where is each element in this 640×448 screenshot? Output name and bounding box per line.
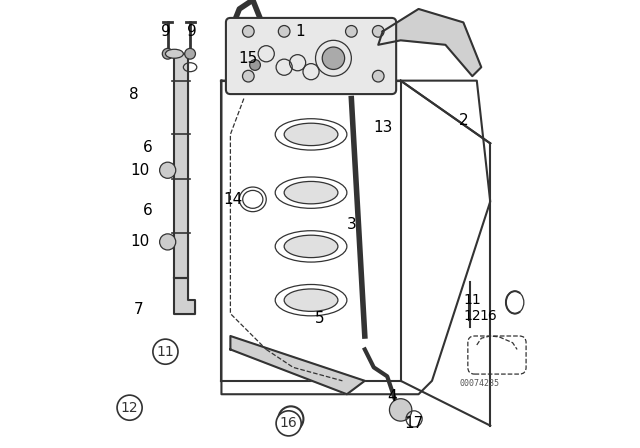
Polygon shape [174,278,195,314]
Text: 5: 5 [315,310,325,326]
Ellipse shape [284,123,338,146]
Polygon shape [230,336,365,394]
Text: 9: 9 [188,24,197,39]
Circle shape [390,399,412,421]
Text: 10: 10 [131,234,150,250]
Text: 16: 16 [280,416,298,431]
Circle shape [372,26,384,37]
Circle shape [185,48,195,59]
Circle shape [163,48,173,59]
Circle shape [278,26,290,37]
Circle shape [153,339,178,364]
Ellipse shape [284,235,338,258]
Text: 4: 4 [387,389,397,404]
Ellipse shape [284,181,338,204]
Text: 14: 14 [223,192,243,207]
Circle shape [159,234,176,250]
Text: 9: 9 [161,24,170,39]
Polygon shape [174,54,188,278]
Circle shape [250,60,260,70]
Polygon shape [378,9,481,76]
Text: 6: 6 [143,140,152,155]
Text: 11: 11 [463,293,481,307]
Ellipse shape [165,49,184,58]
Circle shape [346,26,357,37]
Circle shape [372,70,384,82]
Circle shape [323,47,344,69]
Circle shape [117,395,142,420]
Circle shape [243,26,254,37]
Text: 17: 17 [404,416,424,431]
Text: 11: 11 [157,345,174,359]
Ellipse shape [284,289,338,311]
Circle shape [276,411,301,436]
Text: 7: 7 [134,302,143,317]
Text: 10: 10 [131,163,150,178]
Text: 8: 8 [129,86,139,102]
FancyBboxPatch shape [226,18,396,94]
Text: 15: 15 [239,51,258,66]
Text: 1: 1 [295,24,305,39]
Text: 2: 2 [458,113,468,129]
Text: 00074235: 00074235 [459,379,499,388]
Circle shape [243,70,254,82]
Text: 16: 16 [479,309,497,323]
Text: 12: 12 [121,401,138,415]
Text: 6: 6 [143,203,152,218]
Circle shape [159,162,176,178]
Text: 13: 13 [373,120,392,135]
Text: 12: 12 [463,309,481,323]
Text: 3: 3 [346,216,356,232]
